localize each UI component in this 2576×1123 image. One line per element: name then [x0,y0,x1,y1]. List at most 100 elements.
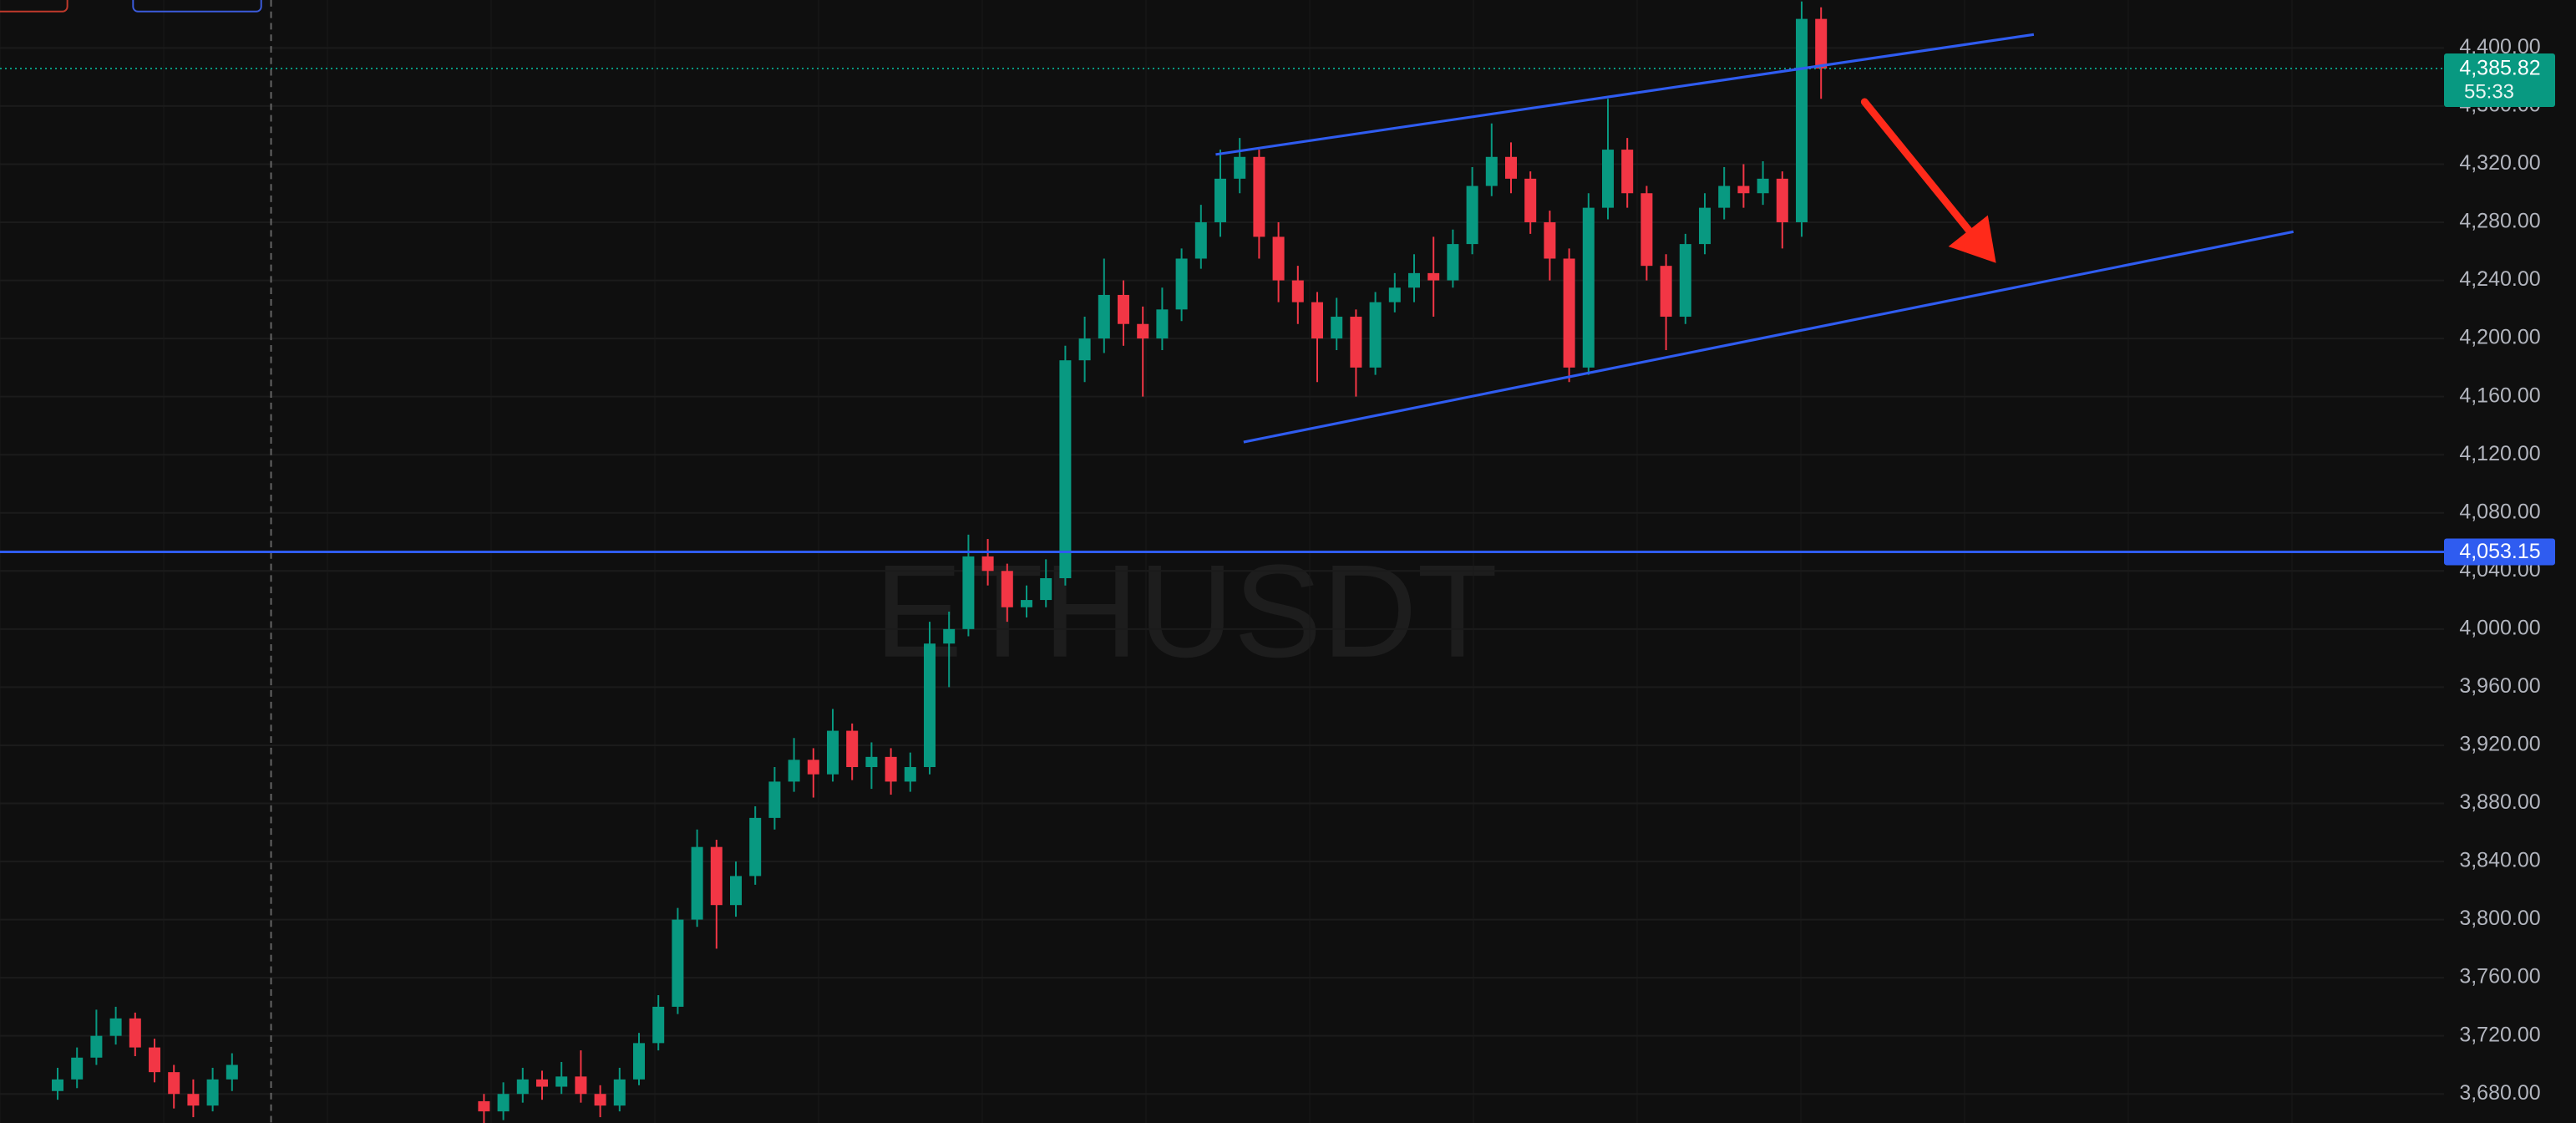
y-tick-label: 3,680.00 [2459,1081,2540,1105]
candle-body [536,1079,548,1087]
candle-body [1718,185,1731,208]
y-tick-label: 4,000.00 [2459,616,2540,639]
grid [0,47,2444,1095]
candle-body [1427,272,1440,281]
arrow-shaft [1860,98,1975,237]
candle-body [924,643,936,768]
candle-body [90,1035,103,1058]
candle-body [1175,258,1188,310]
axis-labels: 3,680.00 3,720.00 3,760.00 3,800.00 3,840.00… [2444,35,2555,1105]
candle-body [187,1094,200,1106]
candle-body [768,781,781,818]
y-tick-label: 3,920.00 [2459,733,2540,756]
watermark: ETHUSDT [875,538,1498,685]
candle-body [672,919,684,1007]
candle-body [1253,156,1265,237]
candle-body [885,756,897,782]
candle-body [962,556,975,629]
candle-body [1118,294,1129,324]
candle-body [904,767,916,782]
candle-body [865,756,878,768]
candle-body [1040,577,1052,601]
candle-body [1544,222,1556,259]
y-tick-label: 4,120.00 [2459,442,2540,465]
candle-body [943,628,956,644]
level-badge [2444,538,2555,566]
trend-line[interactable] [1215,33,2035,156]
candle-body [1757,178,1769,194]
candle-body [1272,236,1285,281]
candle-body [1679,244,1691,318]
candle-body [168,1072,180,1095]
trend-line[interactable] [1243,230,2294,444]
candle-body [846,730,859,768]
y-tick-label: 3,960.00 [2459,674,2540,698]
candle-body [109,1018,122,1036]
candle-body [478,1100,490,1112]
candle-body [129,1018,141,1048]
y-tick-label: 3,760.00 [2459,965,2540,988]
last-price-badge [2444,53,2555,108]
candle-body [807,760,819,775]
candles [52,1,1828,1123]
candle-body [1214,178,1226,223]
y-tick-label: 3,880.00 [2459,790,2540,814]
candle-body [1078,338,1091,361]
candle-body [730,876,742,906]
candle-body [1505,156,1517,179]
candle-body [1524,178,1537,223]
candle-body [1137,323,1149,339]
y-tick-label: 3,840.00 [2459,849,2540,872]
y-tick-label: 4,240.00 [2459,267,2540,291]
candle-body [633,1043,645,1080]
arrow-head [1948,215,1996,263]
buy-button[interactable] [132,0,262,13]
candle-body [1059,360,1072,578]
trend-drawings [1215,33,2294,444]
candle-body [710,846,723,906]
candle-body [516,1079,529,1095]
candle-body [1447,244,1459,281]
candle-body [1408,272,1420,288]
candle-body [788,760,800,782]
candle-body [613,1079,626,1106]
candle-body [555,1076,568,1087]
countdown-label: 55:33 [2464,80,2514,103]
candle-body [1563,258,1575,368]
candle-body [1699,207,1711,245]
candle-body [1602,150,1614,208]
candle-body [691,846,703,920]
candle-body [226,1065,238,1080]
y-tick-label: 3,800.00 [2459,907,2540,930]
overlays [0,68,2444,553]
y-tick-label: 4,280.00 [2459,210,2540,233]
candle-body [981,556,994,572]
candle-body [1098,294,1110,339]
candle-body [749,817,762,877]
candle-body [1796,18,1808,223]
y-tick-label: 4,200.00 [2459,326,2540,349]
candle-body [652,1006,665,1044]
candle-body [594,1094,606,1106]
candle-body [497,1094,510,1112]
candle-body [1350,317,1362,368]
y-tick-label: 3,720.00 [2459,1023,2540,1046]
candle-body [1291,280,1304,302]
candle-body [52,1079,63,1091]
candle-body [149,1047,160,1073]
candle-body [575,1076,587,1095]
candle-body [1369,302,1382,368]
sell-button[interactable] [0,0,68,13]
y-tick-label: 4,160.00 [2459,384,2540,407]
level-label: 4,053.15 [2459,540,2540,563]
y-tick-label: 4,080.00 [2459,500,2540,523]
candle-body [1582,207,1595,368]
y-tick-label: 4,320.00 [2459,151,2540,175]
candle-body [1388,287,1401,302]
drawings [0,0,272,1123]
candle-body [1660,266,1672,318]
candle-body [206,1079,219,1106]
